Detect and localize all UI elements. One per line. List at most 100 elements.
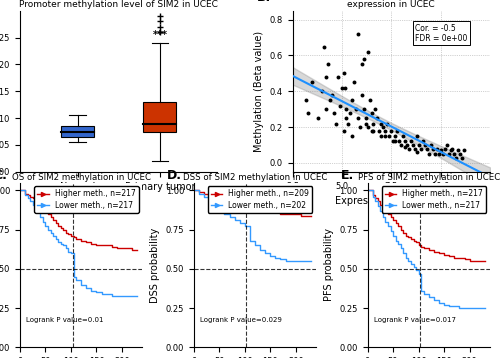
Point xyxy=(364,49,372,55)
Point xyxy=(320,44,328,49)
Point xyxy=(354,115,362,121)
Text: ***: *** xyxy=(152,30,168,40)
Point xyxy=(448,146,456,151)
Point xyxy=(370,121,378,126)
Text: C.: C. xyxy=(0,169,7,183)
Point xyxy=(332,121,340,126)
Text: Logrank P value=0.029: Logrank P value=0.029 xyxy=(200,316,282,323)
Point xyxy=(413,133,421,139)
Legend: Higher meth., n=209, Lower meth., n=202: Higher meth., n=209, Lower meth., n=202 xyxy=(208,187,312,213)
Point xyxy=(423,146,431,151)
Point xyxy=(326,97,334,103)
Point xyxy=(440,146,448,151)
Point xyxy=(421,142,429,148)
Point xyxy=(436,147,444,153)
Point xyxy=(360,106,368,112)
Point xyxy=(401,144,409,150)
Legend: Higher meth., n=217, Lower meth., n=217: Higher meth., n=217, Lower meth., n=217 xyxy=(34,187,138,213)
Point xyxy=(336,103,344,108)
Point xyxy=(366,97,374,103)
Point xyxy=(444,151,452,157)
Point xyxy=(403,142,411,148)
Point xyxy=(428,146,436,151)
Point xyxy=(382,128,390,134)
Point xyxy=(342,106,350,112)
Point xyxy=(397,142,405,148)
Title: Promoter methylation level of SIM2 in UCEC: Promoter methylation level of SIM2 in UC… xyxy=(20,0,218,9)
Point xyxy=(395,139,403,144)
Title: OS of SIM2 methylation in UCEC: OS of SIM2 methylation in UCEC xyxy=(12,173,150,182)
X-axis label: Expression log2(RSEM): Expression log2(RSEM) xyxy=(335,196,448,206)
Point xyxy=(328,92,336,98)
Point xyxy=(378,121,386,126)
Point xyxy=(380,124,388,130)
Point xyxy=(376,128,384,134)
Point xyxy=(341,85,349,91)
Point xyxy=(382,133,390,139)
Point xyxy=(415,142,423,148)
Point xyxy=(364,124,372,130)
Point xyxy=(348,133,356,139)
Text: Cor. = -0.5
FDR = 0e+00: Cor. = -0.5 FDR = 0e+00 xyxy=(415,24,468,43)
Point xyxy=(322,106,330,112)
Point xyxy=(338,85,346,91)
Point xyxy=(438,151,446,157)
Point xyxy=(354,31,362,37)
Point xyxy=(356,124,364,130)
Text: Logrank P value=0.017: Logrank P value=0.017 xyxy=(374,316,456,323)
Point xyxy=(419,139,427,144)
Point xyxy=(378,133,386,139)
Point xyxy=(348,97,356,103)
Point xyxy=(405,146,413,151)
Point xyxy=(368,110,376,116)
Point xyxy=(386,133,394,139)
Point xyxy=(389,139,397,144)
Y-axis label: Methylation (Beta value): Methylation (Beta value) xyxy=(254,31,264,152)
Text: B.: B. xyxy=(257,0,271,4)
Point xyxy=(411,146,419,151)
Point xyxy=(372,106,380,112)
Point xyxy=(344,121,352,126)
Point xyxy=(358,92,366,98)
Point xyxy=(342,115,350,121)
Point xyxy=(401,139,409,144)
Point xyxy=(358,62,366,67)
Point xyxy=(360,56,368,62)
Point xyxy=(458,155,466,160)
Point xyxy=(374,115,382,121)
Y-axis label: PFS probability: PFS probability xyxy=(324,228,334,301)
Point xyxy=(302,97,310,103)
Point xyxy=(442,142,450,148)
Point xyxy=(362,121,370,126)
Point xyxy=(362,115,370,121)
Point xyxy=(427,142,435,148)
Point xyxy=(340,71,348,76)
Text: E.: E. xyxy=(340,169,354,183)
Point xyxy=(318,88,326,94)
Legend: Higher meth., n=217, Lower meth., n=217: Higher meth., n=217, Lower meth., n=217 xyxy=(382,187,486,213)
Point xyxy=(456,151,464,157)
Point xyxy=(304,110,312,116)
Point xyxy=(350,79,358,85)
Point xyxy=(314,115,322,121)
Point xyxy=(384,121,392,126)
Point xyxy=(407,139,415,144)
Point xyxy=(417,146,425,151)
Point xyxy=(432,146,440,151)
Title: Spearman correlation between SIM2 methylation and mRNA
expression in UCEC: Spearman correlation between SIM2 methyl… xyxy=(254,0,500,9)
Point xyxy=(346,110,354,116)
Point xyxy=(368,128,376,134)
Point xyxy=(322,74,330,80)
Point xyxy=(409,142,417,148)
Bar xyxy=(61,126,94,137)
Point xyxy=(460,147,468,153)
Point xyxy=(330,110,338,116)
Point xyxy=(452,155,460,160)
Point xyxy=(308,79,316,85)
Point xyxy=(388,128,396,134)
Title: DSS of SIM2 methylation in UCEC: DSS of SIM2 methylation in UCEC xyxy=(183,173,327,182)
Point xyxy=(450,151,458,157)
Bar xyxy=(144,102,176,131)
Point xyxy=(430,151,438,157)
Point xyxy=(352,106,360,112)
